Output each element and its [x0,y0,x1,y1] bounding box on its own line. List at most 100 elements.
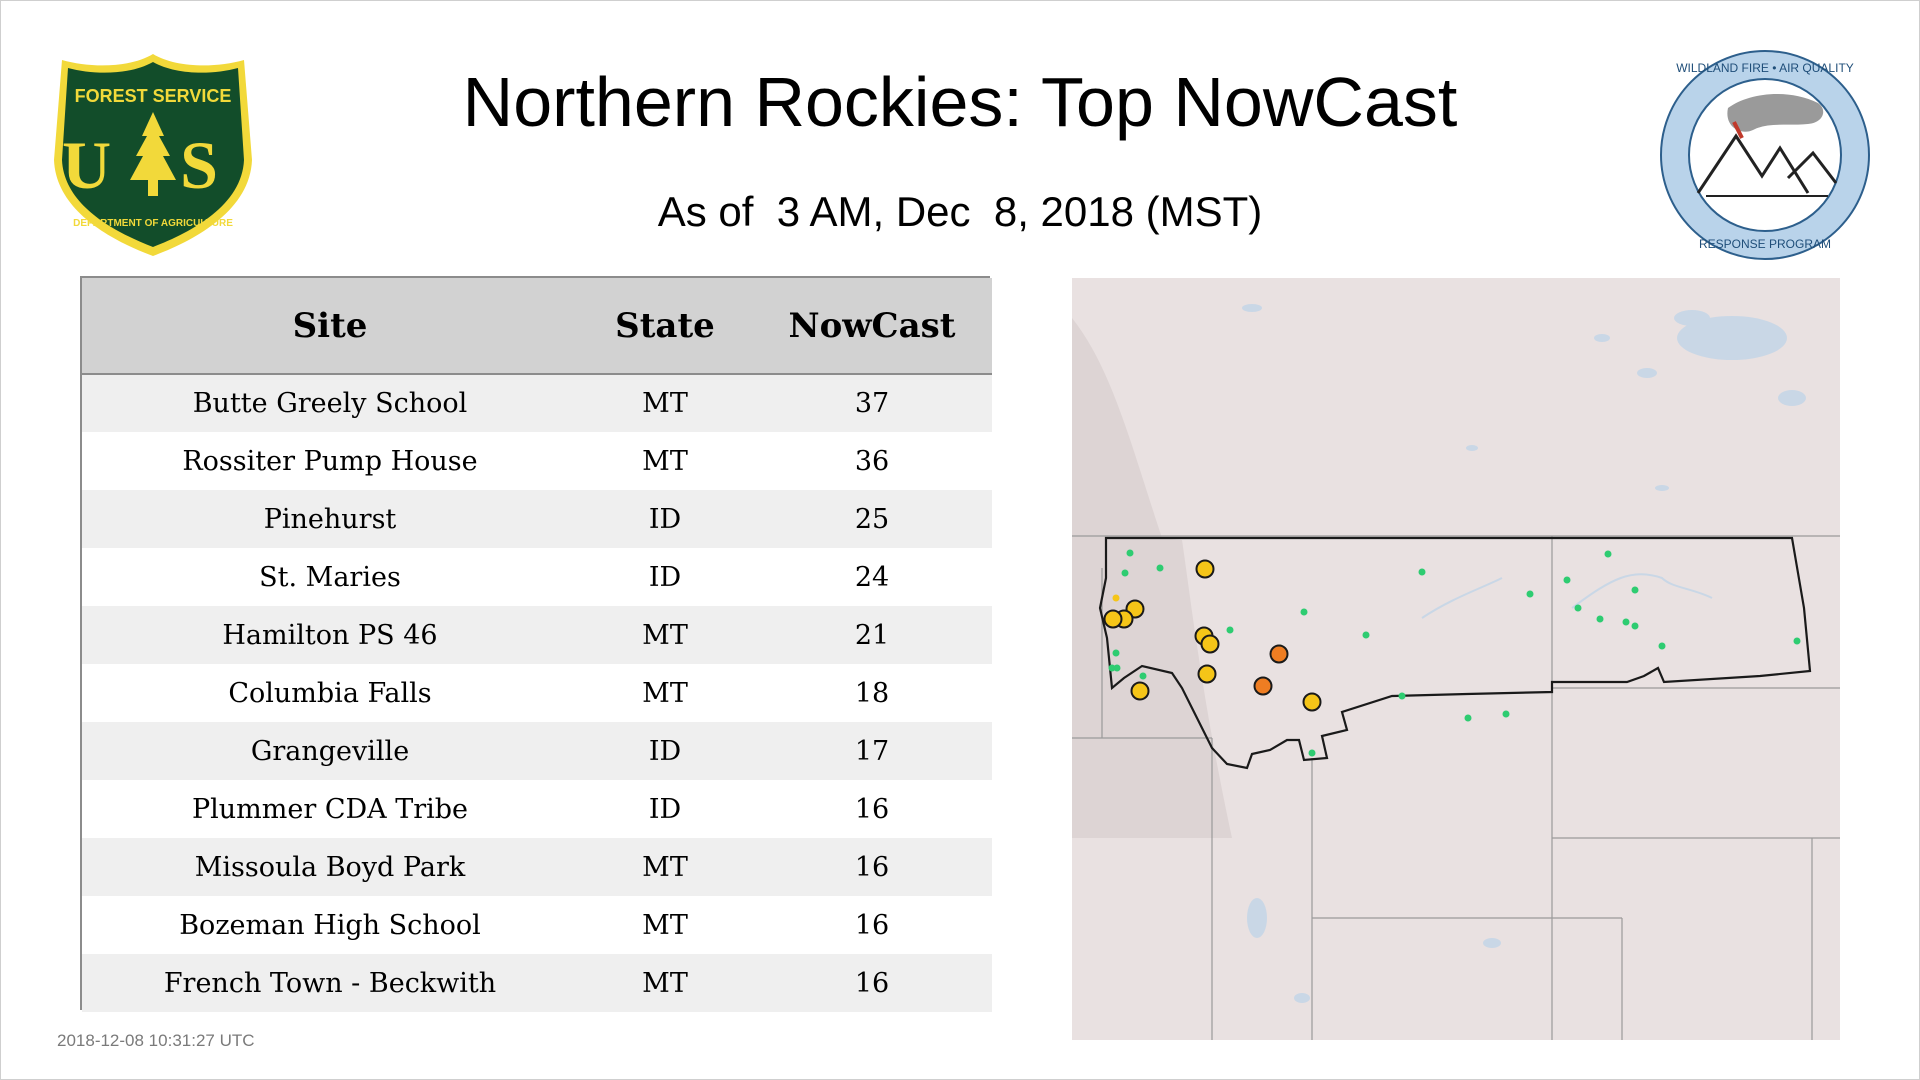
monitor-moderate [1103,609,1123,629]
monitor-good [1574,604,1582,612]
cell-state: ID [648,735,682,767]
cell-nowcast: 16 [854,909,890,941]
pine-tree-icon [130,112,176,196]
monitor-good [1126,549,1134,557]
cell-site: St. Maries [259,561,401,593]
forest-service-top-text: FOREST SERVICE [75,86,232,106]
table-row: Rossiter Pump House MT 36 [82,432,992,490]
wildland-fire-air-quality-seal-icon: WILDLAND FIRE • AIR QUALITY RESPONSE PRO… [1660,50,1870,260]
cell-state: ID [648,503,682,535]
boundary-lines [1072,535,1840,1040]
monitor-markers [1103,549,1801,757]
cell-state: MT [642,909,688,941]
monitor-good [1139,672,1147,680]
page-subtitle: As of 3 AM, Dec 8, 2018 (MST) [657,188,1263,235]
cell-site: Rossiter Pump House [182,445,478,477]
monitor-good [1112,649,1120,657]
cell-nowcast: 17 [854,735,890,767]
monitor-good [1398,692,1406,700]
lakes [1242,304,1806,1003]
cell-site: Hamilton PS 46 [222,619,438,651]
monitor-good [1631,622,1639,630]
nowcast-table: Site State NowCast Butte Greely School M… [80,276,992,1012]
monitor-good [1631,586,1639,594]
cell-nowcast: 24 [854,561,890,593]
cell-state: ID [648,793,682,825]
monitor-good [1121,569,1129,577]
wildland-fire-top-text: WILDLAND FIRE • AIR QUALITY [1676,61,1854,75]
wildland-fire-bottom-text: RESPONSE PROGRAM [1699,237,1831,251]
monitor-good [1418,568,1426,576]
table-row: Pinehurst ID 25 [82,490,992,548]
cell-state: MT [642,851,688,883]
monitor-good [1156,564,1164,572]
monitor-good [1526,590,1534,598]
column-header-state: State [578,278,752,375]
cell-site: Pinehurst [263,503,397,535]
page-title: Northern Rockies: Top NowCast [462,63,1458,141]
cell-nowcast: 18 [854,677,890,709]
cell-nowcast: 25 [854,503,890,535]
cell-nowcast: 21 [854,619,890,651]
map-land [1072,278,1840,1040]
cell-state: MT [642,967,688,999]
monitor-good [1658,642,1666,650]
cell-site: Bozeman High School [179,909,481,941]
table-row: Missoula Boyd Park MT 16 [82,838,992,896]
cell-state: ID [648,561,682,593]
monitor-moderate [1130,681,1150,701]
column-header-nowcast: NowCast [752,278,992,375]
cell-nowcast: 16 [854,793,890,825]
cell-site: Grangeville [250,735,410,767]
cell-state: MT [642,388,688,419]
monitor-good [1563,576,1571,584]
monitor-good [1300,608,1308,616]
monitor-good [1604,550,1612,558]
cell-site: Plummer CDA Tribe [191,793,469,825]
monitor-usg [1269,644,1289,664]
monitor-moderate [1195,559,1215,579]
cell-state: MT [642,619,688,651]
cell-nowcast: 16 [854,967,890,999]
monitor-moderate-small [1112,594,1120,602]
monitor-moderate [1302,692,1322,712]
cell-state: MT [642,677,688,709]
monitor-good [1793,637,1801,645]
table-row: Grangeville ID 17 [82,722,992,780]
table-row: French Town - Beckwith MT 16 [82,954,992,1012]
monitor-good [1308,749,1316,757]
rivers [1421,573,1713,619]
region-map [1072,278,1840,1040]
monitor-usg [1253,676,1273,696]
monitor-good [1622,618,1630,626]
cell-nowcast: 16 [854,851,890,883]
monitor-good [1464,714,1472,722]
monitor-good [1362,631,1370,639]
cell-nowcast: 37 [854,388,890,419]
monitor-moderate [1200,634,1220,654]
table-row: St. Maries ID 24 [82,548,992,606]
region-boundary [1098,536,1812,770]
monitor-moderate [1197,664,1217,684]
table-row: Butte Greely School MT 37 [82,374,992,432]
table-row: Columbia Falls MT 18 [82,664,992,722]
cell-state: MT [642,445,688,477]
monitor-good [1108,664,1116,672]
column-header-site: Site [82,278,578,375]
cell-site: French Town - Beckwith [163,967,497,999]
cell-nowcast: 36 [854,445,890,477]
footer-timestamp: 2018-12-08 10:31:27 UTC [57,1031,255,1050]
table-row: Plummer CDA Tribe ID 16 [82,780,992,838]
monitor-good [1596,615,1604,623]
monitor-good [1226,626,1234,634]
cell-site: Butte Greely School [192,388,468,419]
table-row: Bozeman High School MT 16 [82,896,992,954]
monitor-good [1113,664,1121,672]
cell-site: Columbia Falls [228,677,432,709]
monitor-good [1502,710,1510,718]
table-header-row: Site State NowCast [82,278,992,375]
table-row: Hamilton PS 46 MT 21 [82,606,992,664]
cell-site: Missoula Boyd Park [194,851,466,883]
nowcast-table-grid: Site State NowCast Butte Greely School M… [82,278,992,1012]
forest-service-bottom-text: DEPARTMENT OF AGRICULTURE [73,218,233,229]
